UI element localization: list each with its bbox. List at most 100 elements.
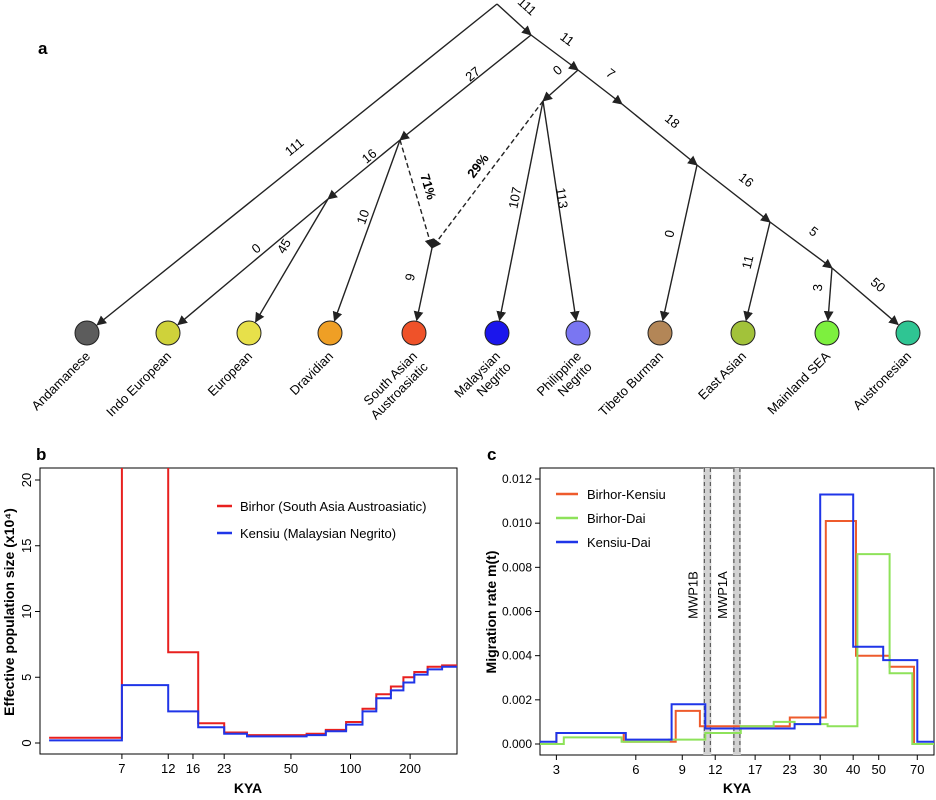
chart-c-event-band — [732, 468, 741, 755]
population-node — [317, 320, 343, 346]
tree-edge — [823, 267, 834, 322]
tree-edge-label: 45 — [274, 236, 294, 256]
population-node — [647, 320, 673, 346]
tree-edge-label: 27 — [462, 64, 483, 85]
population-label: Mainland SEA — [764, 348, 833, 417]
chart-b-series-line — [49, 468, 457, 739]
population-label: Indo European — [103, 349, 174, 420]
tree-edge — [496, 3, 532, 36]
chart-b-xtick-label: 16 — [186, 761, 200, 776]
admixture-edge — [431, 100, 544, 249]
chart-c-xtick-label: 50 — [871, 762, 885, 777]
panel-label-a: a — [38, 39, 48, 58]
chart-b-ytick-label: 0 — [19, 739, 34, 746]
chart-b: 7 12 16 23 50 100 200 0 5 10 15 20 KYA Effective p… — [1, 467, 458, 796]
chart-b-xtick-label: 200 — [399, 761, 421, 776]
tree-edge-label: 113 — [553, 187, 571, 210]
population-label: Dravidian — [287, 349, 336, 398]
chart-b-xtick-label: 50 — [284, 761, 298, 776]
tree-edge-label: 16 — [359, 146, 380, 167]
tree-edge — [413, 247, 433, 322]
chart-c-xtick-label: 3 — [553, 762, 560, 777]
tree-edge-label: 107 — [505, 186, 524, 210]
tree-edge-label: 0 — [550, 62, 565, 78]
chart-c-xtick-label: 70 — [910, 762, 924, 777]
tree-edge-label: 0 — [661, 229, 677, 239]
chart-c-event-label: MWP1A — [715, 571, 730, 619]
legend-label-birhor-dai: Birhor-Dai — [587, 511, 646, 526]
tree-edge — [254, 198, 329, 323]
tree-edge — [327, 139, 401, 200]
tree-edge — [769, 221, 833, 269]
tree-edge-label: 9 — [402, 272, 418, 282]
tree-edge — [96, 3, 498, 326]
chart-b-series-line — [49, 665, 457, 742]
population-label: Austronesian — [850, 349, 914, 413]
tree-edge-label: 3 — [810, 283, 826, 291]
chart-b-ytick-label: 15 — [19, 539, 34, 553]
tree-edge — [542, 69, 579, 102]
tree-edge-label: 11 — [739, 254, 757, 271]
chart-c-ytick-label: 0.000 — [502, 737, 532, 751]
legend-label-birhor-kensiu: Birhor-Kensiu — [587, 487, 666, 502]
population-node — [895, 320, 921, 346]
chart-b-ytick-label: 10 — [19, 604, 34, 618]
chart-c-ytick-label: 0.010 — [502, 516, 532, 530]
chart-c-xtick-label: 17 — [748, 762, 762, 777]
tree-edge — [621, 103, 698, 166]
population-node — [565, 320, 591, 346]
admixture-edge — [399, 139, 435, 249]
population-label: European — [205, 349, 255, 399]
chart-c-event-label: MWP1B — [685, 571, 700, 619]
tree-edge — [530, 34, 579, 71]
chart-b-ylabel: Effective population size (x10⁴) — [1, 508, 17, 716]
tree-edge — [577, 69, 623, 105]
chart-b-xtick-label: 23 — [217, 761, 231, 776]
population-label-line: Tibeto Burman — [596, 349, 667, 420]
chart-b-xlabel: KYA — [234, 780, 262, 796]
population-label-line: Mainland SEA — [764, 348, 833, 417]
tree-edge — [831, 267, 899, 326]
chart-c-xtick-label: 12 — [708, 762, 722, 777]
population-node — [236, 320, 262, 346]
tree-edge-label: 111 — [282, 135, 307, 159]
tree-edge-label: 10 — [353, 207, 372, 226]
population-label: Andamanese — [28, 349, 93, 414]
chart-c-legend: Birhor-Kensiu Birhor-Dai Kensiu-Dai — [556, 487, 666, 550]
chart-b-xtick-label: 100 — [340, 761, 362, 776]
chart-b-xtick-label: 7 — [118, 761, 125, 776]
chart-c-ytick-label: 0.002 — [502, 693, 532, 707]
chart-c-xtick-label: 23 — [783, 762, 797, 777]
tree-edge-label: 7 — [603, 65, 618, 81]
panel-label-c: c — [487, 445, 496, 464]
population-label-line: East Asian — [695, 349, 749, 403]
chart-c-xtick-label: 30 — [813, 762, 827, 777]
chart-b-ytick-label: 5 — [19, 674, 34, 681]
population-node — [730, 320, 756, 346]
chart-c-ytick-label: 0.008 — [502, 560, 532, 574]
tree-edge — [332, 139, 401, 322]
tree-edge — [696, 164, 771, 223]
population-node — [155, 320, 181, 346]
chart-c-ytick-label: 0.006 — [502, 605, 532, 619]
population-label: PhilippineNegrito — [534, 349, 595, 410]
chart-c-xtick-label: 9 — [679, 762, 686, 777]
chart-c-ylabel: Migration rate m(t) — [483, 551, 499, 674]
chart-c-xtick-label: 40 — [846, 762, 860, 777]
population-label-line: Indo European — [103, 349, 174, 420]
population-label: MalaysianNegrito — [451, 349, 514, 412]
population-label: East Asian — [695, 349, 749, 403]
chart-b-ytick-label: 20 — [19, 473, 34, 487]
chart-c-xtick-label: 6 — [632, 762, 639, 777]
tree-edge — [659, 164, 698, 322]
tree-edge — [743, 221, 771, 322]
chart-c: MWP1B MWP1A 3 6 9 12 17 23 30 40 50 70 0.000 0.002 0… — [483, 467, 935, 796]
legend-label-kensiu: Kensiu (Malaysian Negrito) — [240, 526, 396, 541]
population-node — [401, 320, 427, 346]
tree-edge — [399, 34, 532, 141]
tree-edge-label: 16 — [736, 170, 757, 191]
admixture-label: 29% — [464, 151, 492, 181]
tree-edge-label: 111 — [515, 0, 540, 18]
chart-b-xtick-label: 12 — [161, 761, 175, 776]
